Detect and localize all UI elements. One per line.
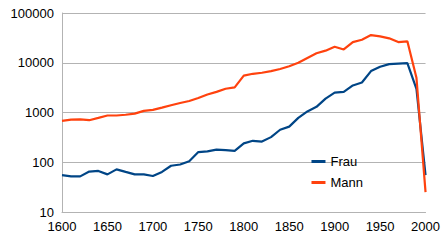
svg-text:1850: 1850 bbox=[275, 219, 304, 234]
svg-text:2000: 2000 bbox=[411, 219, 440, 234]
svg-text:1900: 1900 bbox=[320, 219, 349, 234]
svg-text:Mann: Mann bbox=[330, 175, 363, 190]
svg-text:1650: 1650 bbox=[93, 219, 122, 234]
svg-text:1800: 1800 bbox=[229, 219, 258, 234]
svg-text:10: 10 bbox=[40, 205, 54, 220]
svg-text:1950: 1950 bbox=[366, 219, 395, 234]
svg-text:100000: 100000 bbox=[11, 6, 54, 21]
svg-text:10000: 10000 bbox=[18, 55, 54, 70]
svg-text:Frau: Frau bbox=[330, 154, 357, 169]
svg-text:100: 100 bbox=[32, 155, 54, 170]
svg-text:1750: 1750 bbox=[184, 219, 213, 234]
svg-text:1700: 1700 bbox=[138, 219, 167, 234]
svg-text:1000: 1000 bbox=[25, 105, 54, 120]
svg-text:1600: 1600 bbox=[48, 219, 77, 234]
